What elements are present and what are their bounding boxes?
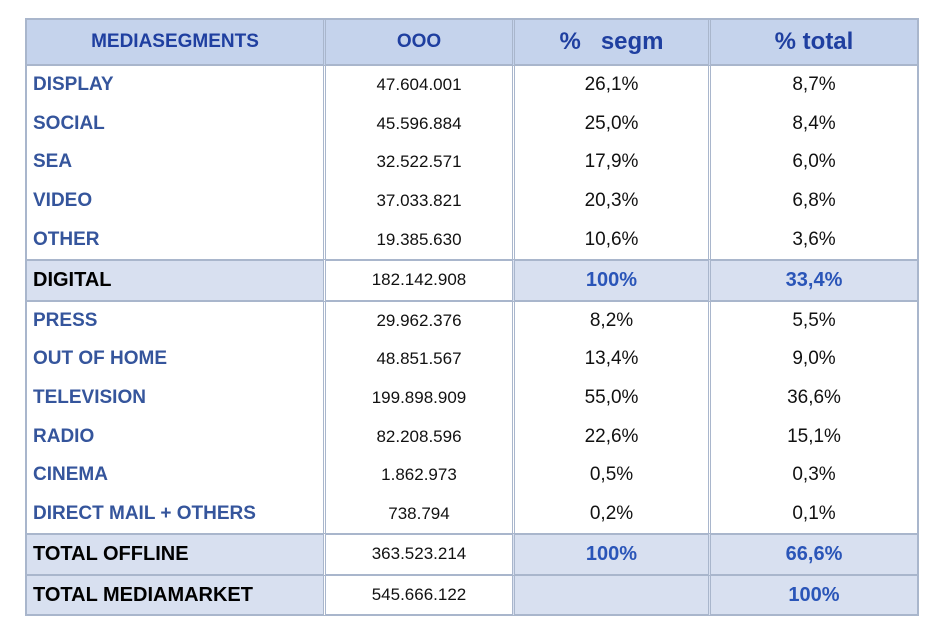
header-ooo: OOO [323,20,512,66]
segment-value: 32.522.571 [323,143,512,182]
segment-pct-total: 15,1% [708,417,917,456]
segment-label: SEA [33,151,73,173]
table-row: PRESS 29.962.376 8,2% 5,5% [27,301,917,341]
segment-pct-segm: 22,6% [512,417,708,456]
segment-pct-segm: 20,3% [512,181,708,221]
offline-total-pct-segm: 100% [512,533,708,576]
table-row: DISPLAY 47.604.001 26,1% 8,7% [27,66,917,105]
header-pct-segm: % segm [512,20,708,66]
table-row: RADIO 82.208.596 22,6% 15,1% [27,417,917,456]
market-total-label: TOTAL MEDIAMARKET [27,575,323,617]
segment-value: 738.794 [323,494,512,534]
segment-pct-segm: 8,2% [512,301,708,341]
segment-label: TELEVISION [33,387,146,409]
table-row: CINEMA 1.862.973 0,5% 0,3% [27,455,917,495]
segment-label: CINEMA [33,464,108,486]
segment-pct-segm: 26,1% [512,66,708,105]
segment-pct-total: 8,4% [708,104,917,144]
table-row: DIRECT MAIL + OTHERS 738.794 0,2% 0,1% [27,494,917,534]
segment-label: DIRECT MAIL + OTHERS [33,502,256,524]
segment-value: 82.208.596 [323,417,512,456]
digital-total-pct-segm: 100% [512,258,708,302]
market-total-pct-total: 100% [708,575,917,617]
table-row: VIDEO 37.033.821 20,3% 6,8% [27,181,917,221]
segment-label: OUT OF HOME [33,348,168,370]
table-row: OUT OF HOME 48.851.567 13,4% 9,0% [27,340,917,379]
segment-pct-segm: 10,6% [512,220,708,259]
market-total-row: TOTAL MEDIAMARKET 545.666.122 100% [27,575,917,617]
segment-value: 47.604.001 [323,66,512,105]
market-total-pct-segm [512,575,708,617]
offline-total-pct-total: 66,6% [708,533,917,576]
segment-pct-total: 6,8% [708,181,917,221]
segment-value: 48.851.567 [323,340,512,379]
market-total-value: 545.666.122 [323,575,512,617]
digital-total-label: DIGITAL [27,258,323,302]
segment-pct-segm: 0,2% [512,494,708,534]
offline-total-value: 363.523.214 [323,533,512,576]
segment-label: SOCIAL [33,112,105,134]
table-row: OTHER 19.385.630 10,6% 3,6% [27,220,917,259]
segment-value: 199.898.909 [323,378,512,418]
segment-value: 45.596.884 [323,104,512,144]
media-segments-table-frame: MEDIASEGMENTS OOO % segm % total DISPLAY… [25,18,919,624]
segment-label: VIDEO [33,190,93,212]
segment-pct-segm: 55,0% [512,378,708,418]
segment-pct-total: 5,5% [708,301,917,341]
segment-label: DISPLAY [33,74,114,96]
segment-pct-total: 3,6% [708,220,917,259]
media-segments-table: MEDIASEGMENTS OOO % segm % total DISPLAY… [25,18,919,617]
header-segment: MEDIASEGMENTS [27,20,323,66]
digital-total-row: DIGITAL 182.142.908 100% 33,4% [27,258,917,302]
table-row: SEA 32.522.571 17,9% 6,0% [27,143,917,182]
segment-pct-segm: 0,5% [512,455,708,495]
segment-label: PRESS [33,309,98,331]
segment-pct-segm: 13,4% [512,340,708,379]
segment-label: RADIO [33,425,95,447]
segment-pct-total: 9,0% [708,340,917,379]
header-row: MEDIASEGMENTS OOO % segm % total [27,20,917,66]
offline-total-row: TOTAL OFFLINE 363.523.214 100% 66,6% [27,533,917,576]
segment-value: 29.962.376 [323,301,512,341]
segment-value: 1.862.973 [323,455,512,495]
segment-pct-segm: 25,0% [512,104,708,144]
segment-pct-total: 8,7% [708,66,917,105]
segment-pct-total: 0,1% [708,494,917,534]
segment-value: 19.385.630 [323,220,512,259]
table-row: TELEVISION 199.898.909 55,0% 36,6% [27,378,917,418]
digital-total-value: 182.142.908 [323,258,512,302]
segment-pct-segm: 17,9% [512,143,708,182]
segment-pct-total: 36,6% [708,378,917,418]
offline-total-label: TOTAL OFFLINE [27,533,323,576]
segment-label: OTHER [33,228,100,250]
table-row: SOCIAL 45.596.884 25,0% 8,4% [27,104,917,144]
segment-value: 37.033.821 [323,181,512,221]
digital-total-pct-total: 33,4% [708,258,917,302]
segment-pct-total: 6,0% [708,143,917,182]
header-pct-total: % total [708,20,917,66]
segment-pct-total: 0,3% [708,455,917,495]
